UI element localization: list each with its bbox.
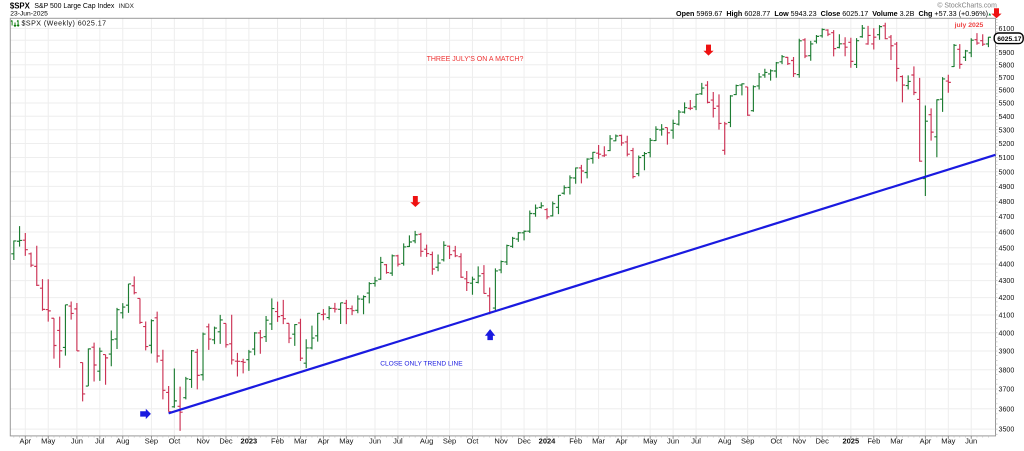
svg-text:3900: 3900 (999, 348, 1015, 356)
svg-text:3500: 3500 (999, 426, 1015, 434)
svg-text:5900: 5900 (999, 49, 1015, 57)
svg-text:3700: 3700 (999, 386, 1015, 394)
svg-text:5700: 5700 (999, 74, 1015, 82)
svg-text:Apr: Apr (19, 437, 31, 446)
svg-text:Sep: Sep (145, 437, 158, 446)
svg-text:Mar: Mar (890, 437, 903, 446)
svg-text:Jul: Jul (95, 437, 105, 446)
svg-text:Sep: Sep (741, 437, 754, 446)
svg-text:Aug: Aug (420, 437, 433, 446)
svg-text:6025.17: 6025.17 (997, 36, 1021, 43)
svg-text:INDX: INDX (119, 3, 135, 10)
svg-text:4700: 4700 (999, 213, 1015, 221)
svg-text:5400: 5400 (999, 113, 1015, 121)
svg-text:4300: 4300 (999, 277, 1015, 285)
svg-text:Jun: Jun (369, 437, 381, 446)
svg-text:6100: 6100 (999, 25, 1015, 33)
svg-text:Oct: Oct (169, 437, 182, 446)
svg-text:Nov: Nov (196, 437, 210, 446)
svg-text:Jul: Jul (691, 437, 701, 446)
svg-text:4100: 4100 (999, 312, 1015, 320)
svg-text:Feb: Feb (271, 437, 284, 446)
svg-text:Dec: Dec (816, 437, 830, 446)
svg-text:Feb: Feb (569, 437, 582, 446)
svg-text:5800: 5800 (999, 61, 1015, 69)
svg-text:Sep: Sep (443, 437, 456, 446)
svg-text:Dec: Dec (517, 437, 531, 446)
svg-text:4500: 4500 (999, 244, 1015, 252)
svg-text:4400: 4400 (999, 261, 1015, 269)
svg-text:Feb: Feb (867, 437, 880, 446)
svg-text:Jul: Jul (393, 437, 403, 446)
svg-text:$SPX: $SPX (10, 1, 31, 10)
svg-text:Apr: Apr (616, 437, 628, 446)
svg-text:Oct: Oct (467, 437, 480, 446)
svg-text:2025: 2025 (842, 437, 859, 446)
svg-text:Apr: Apr (920, 437, 932, 446)
svg-text:23-Jun-2025: 23-Jun-2025 (10, 11, 48, 18)
svg-text:5000: 5000 (999, 168, 1015, 176)
svg-text:Oct: Oct (770, 437, 783, 446)
svg-text:© StockCharts.com: © StockCharts.com (937, 2, 997, 10)
svg-text:5500: 5500 (999, 100, 1015, 108)
svg-text:4900: 4900 (999, 183, 1015, 191)
svg-text:Apr: Apr (318, 437, 330, 446)
svg-text:3800: 3800 (999, 366, 1015, 374)
svg-text:CLOSE ONLY TREND LINE: CLOSE ONLY TREND LINE (380, 361, 463, 368)
svg-text:May: May (339, 437, 353, 446)
svg-text:Mar: Mar (294, 437, 307, 446)
svg-text:May: May (41, 437, 55, 446)
svg-text:5600: 5600 (999, 87, 1015, 95)
svg-text:5200: 5200 (999, 140, 1015, 148)
svg-text:5300: 5300 (999, 126, 1015, 134)
svg-text:Aug: Aug (718, 437, 731, 446)
svg-text:$SPX (Weekly) 6025.17: $SPX (Weekly) 6025.17 (22, 20, 107, 28)
svg-text:May: May (941, 437, 955, 446)
svg-text:Open 5969.67 High 6028.77 Lo: Open 5969.67 High 6028.77 Low 5943.23 Cl… (676, 9, 988, 18)
svg-text:2024: 2024 (539, 437, 557, 446)
svg-text:Jun: Jun (965, 437, 977, 446)
svg-text:4800: 4800 (999, 198, 1015, 206)
svg-text:Nov: Nov (793, 437, 807, 446)
svg-text:Mar: Mar (592, 437, 605, 446)
svg-text:2023: 2023 (241, 437, 258, 446)
svg-text:5100: 5100 (999, 154, 1015, 162)
svg-text:Aug: Aug (116, 437, 129, 446)
svg-text:Jun: Jun (71, 437, 83, 446)
svg-text:Dec: Dec (219, 437, 233, 446)
svg-text:Nov: Nov (494, 437, 508, 446)
svg-text:THREE JULY'S ON A MATCH?: THREE JULY'S ON A MATCH? (427, 56, 524, 63)
svg-text:4200: 4200 (999, 294, 1015, 302)
svg-text:May: May (643, 437, 657, 446)
svg-text:july 2025: july 2025 (954, 22, 984, 29)
svg-text:S&P 500 Large Cap Index: S&P 500 Large Cap Index (34, 3, 114, 10)
svg-text:4600: 4600 (999, 229, 1015, 237)
svg-text:3600: 3600 (999, 405, 1015, 413)
svg-text:Jun: Jun (667, 437, 679, 446)
svg-text:4000: 4000 (999, 329, 1015, 337)
